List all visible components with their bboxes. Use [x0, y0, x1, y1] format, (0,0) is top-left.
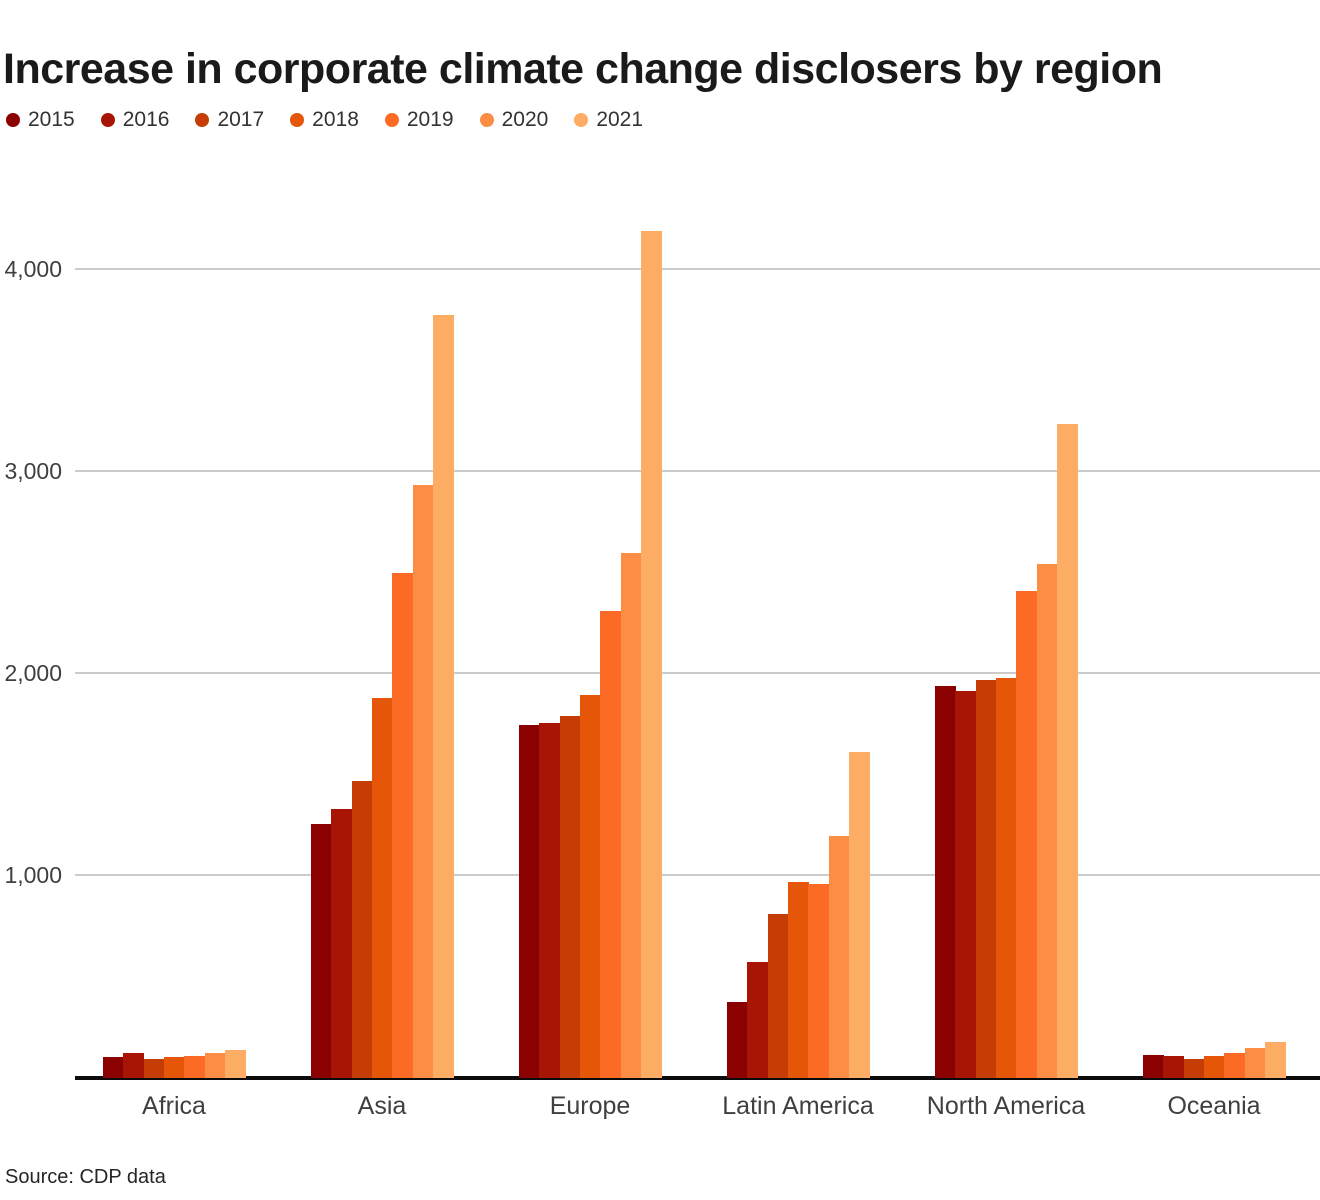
bar-europe-2017 — [559, 716, 581, 1078]
legend-dot-2016 — [100, 113, 115, 127]
bar-north-america-2021 — [1057, 423, 1078, 1078]
bar-asia-2017 — [351, 781, 373, 1078]
legend-item-2016: 2016 — [100, 108, 170, 132]
gridline-3,000 — [75, 470, 1320, 472]
legend-label: 2018 — [312, 108, 359, 131]
bar-africa-2019 — [184, 1055, 206, 1078]
legend-label: 2015 — [28, 108, 75, 131]
y-axis-tick-label: 3,000 — [4, 458, 62, 484]
bar-oceania-2020 — [1244, 1047, 1266, 1078]
bar-latin-america-2018 — [788, 882, 809, 1078]
x-axis-label-oceania: Oceania — [1167, 1092, 1261, 1120]
bar-asia-2021 — [433, 315, 454, 1078]
bar-africa-2017 — [143, 1058, 165, 1078]
legend-label: 2019 — [406, 108, 454, 131]
bar-europe-2021 — [641, 230, 662, 1078]
gridline-4,000 — [75, 268, 1320, 270]
bar-north-america-2020 — [1036, 563, 1058, 1078]
legend-item-2017: 2017 — [195, 108, 264, 132]
bar-asia-2020 — [412, 485, 434, 1078]
x-axis-line — [75, 1076, 1320, 1080]
legend-item-2018: 2018 — [290, 108, 359, 132]
bar-north-america-2016 — [955, 691, 977, 1078]
legend-label: 2016 — [122, 108, 170, 131]
x-axis-label-europe: Europe — [549, 1092, 631, 1120]
x-axis-label-latin-america: Latin America — [722, 1092, 874, 1120]
bar-oceania-2017 — [1183, 1058, 1205, 1078]
bar-oceania-2018 — [1204, 1055, 1225, 1078]
y-axis-tick-label: 1,000 — [4, 862, 62, 888]
bar-asia-2015 — [311, 823, 332, 1078]
bar-africa-2016 — [123, 1052, 145, 1078]
legend-dot-2019 — [384, 113, 399, 127]
bar-africa-2018 — [164, 1056, 185, 1078]
legend-dot-2020 — [479, 113, 494, 127]
legend-item-2020: 2020 — [479, 108, 549, 132]
bar-north-america-2018 — [996, 678, 1017, 1078]
bar-oceania-2015 — [1143, 1054, 1164, 1078]
y-axis-tick-label: 4,000 — [4, 256, 62, 282]
bar-asia-2018 — [372, 698, 393, 1078]
bar-latin-america-2016 — [747, 961, 769, 1078]
legend-item-2015: 2015 — [6, 108, 75, 132]
legend-dot-2017 — [195, 113, 210, 127]
legend-dot-2015 — [6, 113, 20, 127]
legend-dot-2018 — [290, 113, 305, 127]
bar-north-america-2015 — [935, 686, 956, 1078]
bar-europe-2019 — [600, 611, 622, 1078]
bar-north-america-2017 — [975, 680, 997, 1078]
bar-latin-america-2015 — [727, 1002, 748, 1078]
bar-africa-2020 — [204, 1052, 226, 1078]
legend-label: 2020 — [501, 108, 549, 131]
legend-item-2019: 2019 — [384, 108, 454, 132]
legend-label: 2017 — [217, 108, 265, 131]
bar-oceania-2019 — [1224, 1052, 1246, 1078]
gridline-1,000 — [75, 874, 1320, 876]
bar-oceania-2016 — [1163, 1055, 1185, 1078]
bar-europe-2015 — [519, 724, 540, 1078]
bar-north-america-2019 — [1016, 591, 1038, 1078]
bar-oceania-2021 — [1265, 1041, 1286, 1078]
gridline-2,000 — [75, 672, 1320, 674]
bar-africa-2021 — [225, 1049, 246, 1078]
bar-latin-america-2017 — [767, 914, 789, 1078]
source-note: Source: CDP data — [5, 1166, 166, 1188]
x-axis-label-africa: Africa — [142, 1092, 206, 1120]
bar-europe-2018 — [580, 695, 601, 1078]
bar-asia-2019 — [392, 573, 414, 1078]
legend-label: 2021 — [596, 108, 644, 131]
legend-item-2021: 2021 — [574, 108, 643, 132]
legend: 2015 2016 2017 2018 2019 2020 2021 — [6, 108, 643, 132]
bar-asia-2016 — [331, 809, 353, 1078]
y-axis-tick-label: 2,000 — [4, 660, 62, 686]
bar-latin-america-2019 — [808, 884, 830, 1078]
bar-africa-2015 — [103, 1056, 124, 1078]
bar-europe-2016 — [539, 722, 561, 1078]
x-axis-label-north-america: North America — [926, 1092, 1086, 1120]
x-axis-label-asia: Asia — [357, 1092, 407, 1120]
bar-latin-america-2020 — [828, 835, 850, 1078]
legend-dot-2021 — [574, 113, 589, 127]
bar-europe-2020 — [620, 552, 642, 1078]
chart-title: Increase in corporate climate change dis… — [3, 44, 1163, 93]
bar-latin-america-2021 — [849, 751, 870, 1078]
